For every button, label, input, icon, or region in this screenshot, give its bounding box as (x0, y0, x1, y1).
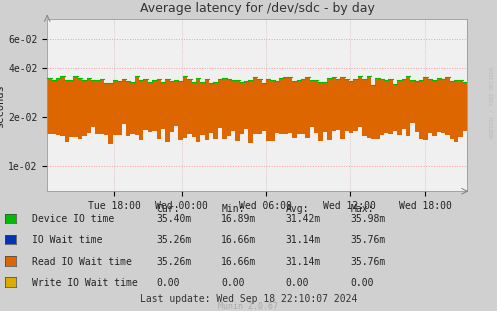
Text: Device IO time: Device IO time (32, 214, 114, 224)
Text: Munin 2.0.67: Munin 2.0.67 (219, 302, 278, 311)
Text: 0.00: 0.00 (221, 278, 245, 288)
Text: Avg:: Avg: (286, 204, 309, 214)
Text: 35.26m: 35.26m (157, 235, 192, 245)
Text: 31.14m: 31.14m (286, 235, 321, 245)
Text: 16.66m: 16.66m (221, 257, 256, 267)
Title: Average latency for /dev/sdc - by day: Average latency for /dev/sdc - by day (140, 2, 375, 15)
Text: 35.76m: 35.76m (350, 235, 386, 245)
Text: Min:: Min: (221, 204, 245, 214)
Text: 31.42m: 31.42m (286, 214, 321, 224)
Text: Last update: Wed Sep 18 22:10:07 2024: Last update: Wed Sep 18 22:10:07 2024 (140, 294, 357, 304)
Text: IO Wait time: IO Wait time (32, 235, 103, 245)
Text: 35.98m: 35.98m (350, 214, 386, 224)
Text: 16.66m: 16.66m (221, 235, 256, 245)
Text: Cur:: Cur: (157, 204, 180, 214)
Y-axis label: seconds: seconds (0, 83, 5, 127)
Text: 0.00: 0.00 (350, 278, 374, 288)
Text: Read IO Wait time: Read IO Wait time (32, 257, 132, 267)
Text: Max:: Max: (350, 204, 374, 214)
Text: 35.40m: 35.40m (157, 214, 192, 224)
Text: 16.89m: 16.89m (221, 214, 256, 224)
Text: 35.76m: 35.76m (350, 257, 386, 267)
Text: RRDTOOL / TOBI OETIKER: RRDTOOL / TOBI OETIKER (490, 67, 495, 138)
Text: Write IO Wait time: Write IO Wait time (32, 278, 138, 288)
Text: 0.00: 0.00 (286, 278, 309, 288)
Text: 35.26m: 35.26m (157, 257, 192, 267)
Text: 0.00: 0.00 (157, 278, 180, 288)
Text: 31.14m: 31.14m (286, 257, 321, 267)
